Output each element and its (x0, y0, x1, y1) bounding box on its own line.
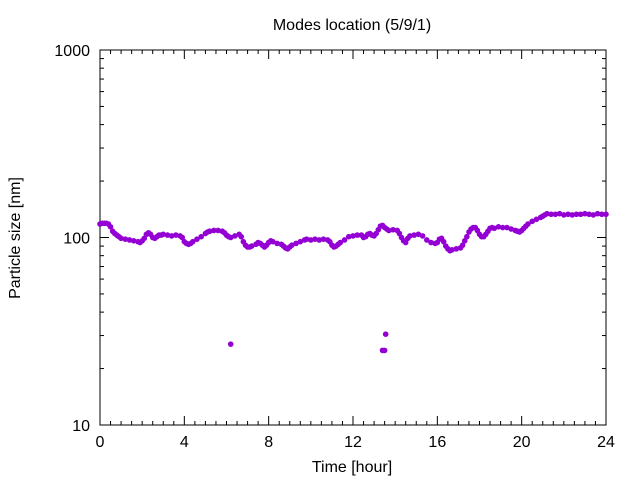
data-point (411, 232, 417, 238)
data-point (565, 211, 571, 218)
data-point (533, 216, 540, 223)
data-point (350, 233, 356, 239)
data-point (168, 233, 175, 239)
data-point (594, 210, 601, 217)
data-point (525, 221, 531, 227)
data-point (320, 236, 327, 242)
data-point (529, 218, 536, 225)
data-point (289, 242, 295, 248)
data-point (122, 236, 129, 242)
data-point (407, 233, 413, 239)
data-point (211, 227, 217, 234)
data-point (160, 231, 167, 238)
data-point (173, 232, 179, 238)
data-point (270, 238, 276, 245)
data-point (552, 211, 559, 218)
data-point (453, 246, 460, 252)
data-point (189, 238, 196, 245)
x-axis: 0 4 8 12 16 20 24 (96, 50, 615, 451)
data-point (491, 225, 498, 232)
chart-title: Modes location (5/9/1) (273, 17, 431, 34)
y-tick-label: 10 (72, 418, 90, 435)
data-point (577, 211, 584, 218)
data-point (337, 239, 344, 246)
data-point (423, 237, 430, 243)
data-point (198, 233, 204, 240)
data-point (390, 226, 396, 233)
data-point (428, 239, 434, 246)
data-point (293, 240, 299, 247)
data-point (508, 226, 514, 232)
data-point (495, 224, 502, 230)
data-point (126, 237, 133, 243)
data-point (345, 233, 352, 240)
data-point (499, 224, 506, 231)
data-point (249, 243, 255, 249)
data-point (573, 211, 580, 218)
x-axis-label: Time [hour] (312, 459, 392, 476)
data-point (603, 211, 609, 218)
data-point (194, 236, 200, 242)
data-point (215, 227, 221, 234)
data-point (382, 331, 389, 337)
x-tick-label: 4 (180, 434, 189, 451)
data-point (548, 211, 554, 218)
data-point (419, 233, 426, 239)
data-point (107, 224, 114, 230)
data-point (464, 233, 470, 240)
y-tick-label: 1000 (54, 43, 90, 60)
data-point (461, 238, 468, 244)
data-point (402, 239, 409, 246)
data-point (561, 212, 567, 218)
data-point (556, 210, 563, 217)
y-axis-label: Particle size [nm] (7, 177, 24, 299)
data-point (381, 347, 388, 354)
plot-area-frame (99, 49, 607, 426)
x-tick-label: 8 (264, 434, 273, 451)
data-point (312, 236, 318, 242)
data-point (238, 233, 245, 240)
data-point (227, 234, 234, 241)
data-point (206, 228, 213, 235)
x-tick-label: 16 (428, 434, 446, 451)
data-point (598, 211, 605, 218)
data-point (232, 233, 238, 239)
data-series (97, 210, 609, 354)
data-point (386, 227, 392, 234)
data-point (569, 212, 576, 218)
data-point (504, 224, 510, 231)
data-point (415, 231, 422, 238)
y-tick-label: 100 (63, 231, 90, 248)
data-point (316, 237, 323, 243)
data-point (130, 238, 137, 244)
data-point (297, 238, 304, 245)
x-tick-label: 12 (344, 434, 362, 451)
data-point (179, 234, 186, 241)
data-point (354, 232, 361, 238)
data-point (227, 341, 234, 347)
x-tick-label: 20 (513, 434, 531, 451)
data-point (459, 242, 466, 248)
data-point (303, 236, 310, 242)
data-point (544, 210, 550, 217)
data-point (582, 210, 588, 217)
data-point (590, 212, 597, 218)
data-point (274, 240, 280, 247)
data-point (449, 246, 455, 253)
data-point (118, 235, 124, 242)
data-point (341, 237, 348, 243)
data-point (586, 211, 592, 218)
x-tick-label: 24 (597, 434, 615, 451)
data-point (440, 238, 447, 245)
x-tick-label: 0 (96, 434, 105, 451)
data-point (164, 232, 171, 238)
data-point (308, 237, 314, 243)
